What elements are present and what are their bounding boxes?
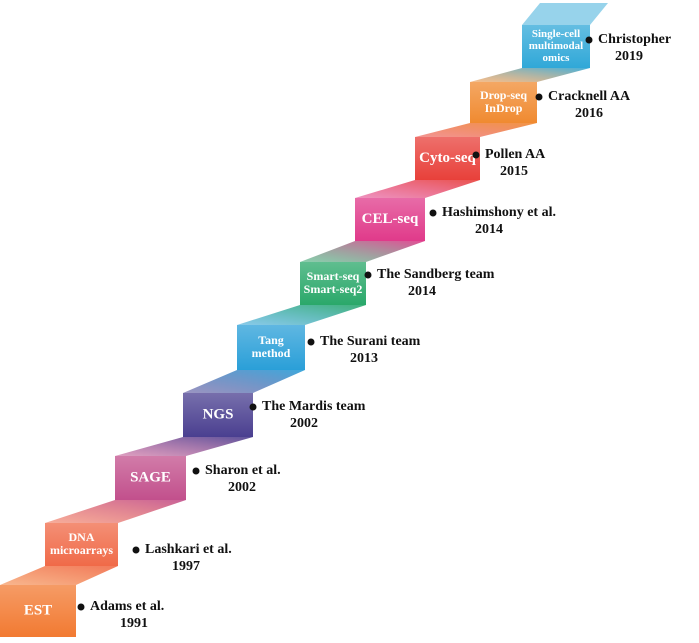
bullet <box>307 338 315 346</box>
step-name: DNA <box>69 530 95 544</box>
step-name: Drop-seq <box>480 88 527 102</box>
author: Pollen AA <box>485 147 546 162</box>
bullet <box>472 151 480 159</box>
author: The Sandberg team <box>377 267 495 282</box>
tread <box>183 370 305 393</box>
author: The Surani team <box>320 334 421 349</box>
step-box <box>470 82 537 123</box>
bullet <box>132 546 140 554</box>
tread <box>237 305 366 325</box>
author: The Mardis team <box>262 399 366 414</box>
step-name: omics <box>543 52 571 64</box>
author: Sharon et al. <box>205 463 281 478</box>
year: 2015 <box>500 164 528 179</box>
year: 2013 <box>350 351 378 366</box>
step-name: Single-cell <box>532 28 580 40</box>
bullet <box>535 93 543 101</box>
bullet <box>249 403 257 411</box>
bullet <box>77 603 85 611</box>
author: Adams et al. <box>90 599 164 614</box>
step-box <box>415 137 480 180</box>
step-name: Smart-seq <box>307 269 360 283</box>
step-name: Tang <box>258 333 284 347</box>
step-name: Smart-seq2 <box>304 282 363 296</box>
step-name: method <box>252 346 291 360</box>
bullet <box>429 209 437 217</box>
tread <box>415 123 537 137</box>
year: 2019 <box>615 49 643 64</box>
step-name: NGS <box>203 406 234 422</box>
year: 2016 <box>575 106 603 121</box>
bullet <box>585 36 593 44</box>
year: 1991 <box>120 616 148 631</box>
tread <box>522 3 608 25</box>
step-box <box>45 523 118 566</box>
tread <box>470 68 590 82</box>
author: Christopher <box>598 32 671 47</box>
author: Cracknell AA <box>548 89 631 104</box>
tread <box>300 241 425 262</box>
year: 2002 <box>228 480 256 495</box>
year: 2014 <box>408 284 436 299</box>
step-box <box>183 393 253 437</box>
bullet <box>192 467 200 475</box>
year: 2002 <box>290 416 318 431</box>
author: Hashimshony et al. <box>442 205 556 220</box>
step-name: microarrays <box>50 543 113 557</box>
step-box <box>115 456 186 500</box>
step-box <box>355 198 425 241</box>
bullet <box>364 271 372 279</box>
step-box <box>300 262 366 305</box>
tread <box>45 500 186 523</box>
step-name: EST <box>24 602 52 618</box>
step-name: SAGE <box>130 469 171 485</box>
year: 1997 <box>172 559 200 574</box>
step-box <box>237 325 305 370</box>
step-name: Cyto-seq <box>419 150 476 166</box>
step-name: InDrop <box>485 101 523 115</box>
author: Lashkari et al. <box>145 542 232 557</box>
tread <box>115 437 253 456</box>
step-name: CEL-seq <box>362 211 419 227</box>
step-box <box>0 585 76 637</box>
step-box <box>522 25 590 68</box>
tread <box>0 566 118 585</box>
tread <box>355 180 480 198</box>
step-name: multimodal <box>529 40 583 52</box>
year: 2014 <box>475 222 503 237</box>
